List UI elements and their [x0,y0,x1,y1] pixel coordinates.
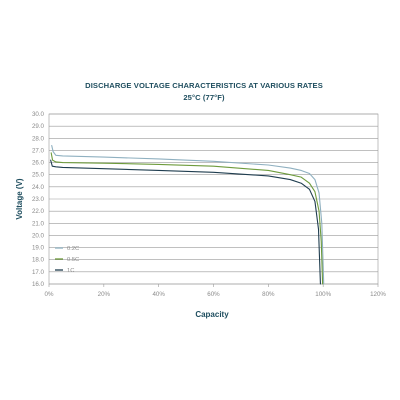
series-layer [50,145,325,285]
series-line-1C [50,159,321,285]
y-axis-label: Voltage (V) [15,178,24,220]
x-tick-label: 100% [315,291,331,298]
x-tick-label: 60% [207,291,220,298]
y-tick-label: 29.0 [32,123,45,130]
series-line-02C [51,145,325,285]
y-tick-label: 17.0 [32,269,45,276]
chart-subtitle: 25°C (77°F) [183,93,225,102]
y-tick-label: 26.0 [32,160,45,167]
y-tick-label: 16.0 [32,281,45,288]
y-tick-label: 19.0 [32,245,45,252]
legend: 0.2C 0.5C 1C [55,246,79,274]
y-axis-ticks: 16.0 17.0 18.0 19.0 20.0 21.0 22.0 23.0 24.0 25.0… [32,111,45,288]
x-tick-label: 0% [45,291,54,298]
x-tick-label: 80% [262,291,275,298]
legend-label: 0.5C [67,257,79,263]
chart-title: DISCHARGE VOLTAGE CHARACTERISTICS AT VAR… [85,81,323,90]
x-tick-label: 40% [152,291,165,298]
y-tick-label: 25.0 [32,172,45,179]
x-axis-ticks: 0% 20% 40% 60% 80% 100% 120% [45,284,386,298]
series-line-05C [50,152,324,285]
x-tick-label: 20% [98,291,111,298]
grid-layer [48,113,379,285]
y-tick-label: 23.0 [32,196,45,203]
y-tick-label: 22.0 [32,208,45,215]
legend-label: 0.2C [67,246,79,252]
y-tick-label: 20.0 [32,232,45,239]
y-tick-label: 18.0 [32,257,45,264]
y-tick-label: 24.0 [32,184,45,191]
x-axis-label: Capacity [195,310,229,319]
legend-label: 1C [67,268,74,274]
y-tick-label: 30.0 [32,111,45,118]
y-tick-label: 21.0 [32,220,45,227]
x-tick-label: 120% [370,291,386,298]
y-tick-label: 27.0 [32,147,45,154]
y-tick-label: 28.0 [32,135,45,142]
